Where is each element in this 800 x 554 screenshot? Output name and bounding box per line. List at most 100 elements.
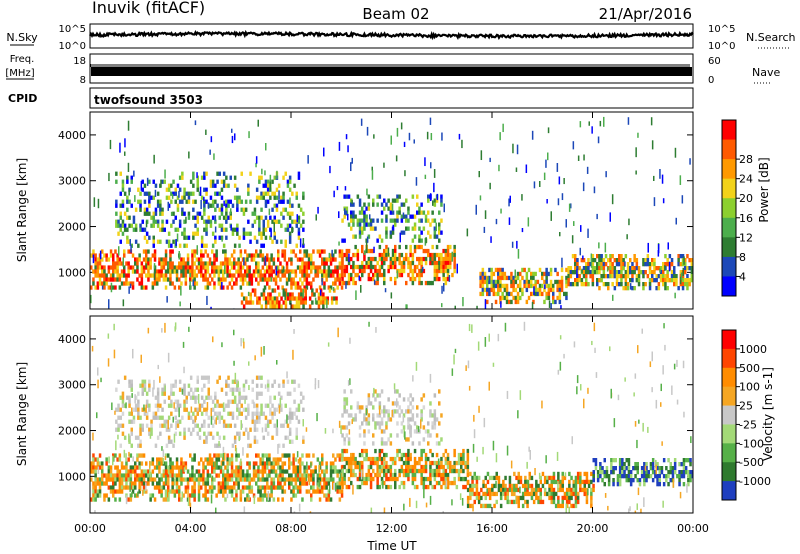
echo-cell — [156, 399, 160, 404]
ytick-label: 1000 — [58, 266, 86, 279]
echo-cell — [600, 278, 603, 283]
echo-cell — [277, 465, 280, 470]
echo-cell — [384, 288, 387, 293]
echo-cell — [114, 481, 117, 486]
echo-cell — [629, 470, 633, 475]
echo-cell — [207, 202, 210, 209]
echo-cell — [440, 202, 443, 207]
echo-cell — [352, 222, 355, 227]
echo-cell — [510, 291, 513, 297]
echo-cell — [568, 483, 571, 489]
echo-cell — [530, 495, 534, 501]
echo-cell — [134, 481, 137, 486]
echo-cell — [411, 468, 415, 474]
echo-cell — [203, 227, 206, 232]
echo-cell — [407, 260, 410, 266]
echo-cell — [492, 283, 496, 289]
echo-cell — [640, 270, 643, 275]
echo-cell — [424, 468, 428, 474]
echo-cell — [105, 493, 108, 498]
echo-cell — [296, 469, 300, 474]
echo-cell — [400, 468, 404, 474]
echo-cell — [413, 468, 417, 474]
echo-cell — [543, 287, 546, 293]
echo-cell — [94, 257, 97, 262]
echo-cell — [367, 206, 371, 211]
echo-cell — [603, 474, 606, 479]
echo-cell — [327, 257, 331, 262]
echo-cell — [209, 179, 213, 184]
echo-cell — [204, 249, 207, 254]
echo-cell — [429, 472, 432, 478]
echo-cell — [163, 399, 166, 404]
echo-cell — [225, 203, 228, 208]
echo-cell — [689, 158, 691, 165]
echo-cell — [137, 435, 140, 440]
echo-cell — [316, 249, 320, 254]
echo-cell — [153, 257, 157, 262]
echo-cell — [615, 282, 619, 287]
echo-cell — [182, 469, 185, 474]
echo-cell — [203, 419, 206, 424]
echo-cell — [107, 265, 111, 270]
echo-cell — [524, 483, 527, 489]
echo-cell — [405, 214, 408, 219]
echo-cell — [644, 258, 647, 263]
echo-cell — [200, 215, 204, 220]
echo-cell — [215, 257, 218, 262]
echo-cell — [329, 257, 333, 262]
echo-cell — [391, 472, 395, 478]
echo-cell — [292, 277, 295, 282]
echo-cell — [334, 249, 337, 254]
echo-cell — [656, 478, 659, 483]
echo-cell — [275, 296, 279, 301]
echo-cell — [435, 234, 439, 239]
echo-cell — [481, 291, 485, 297]
echo-cell — [173, 473, 177, 478]
echo-cell — [189, 269, 192, 274]
echo-cell — [189, 265, 192, 270]
echo-cell — [255, 453, 258, 458]
echo-cell — [446, 484, 450, 490]
echo-cell — [292, 453, 295, 458]
echo-cell — [200, 457, 203, 462]
echo-cell — [580, 278, 584, 283]
echo-cell — [547, 271, 551, 277]
echo-cell — [101, 257, 104, 262]
echo-cell — [279, 485, 282, 490]
echo-cell — [294, 273, 298, 278]
echo-cell — [552, 295, 555, 301]
echo-cell — [371, 166, 373, 171]
echo-cell — [345, 401, 349, 406]
echo-cell — [272, 457, 276, 462]
echo-cell — [444, 472, 448, 478]
echo-cell — [101, 481, 104, 486]
echo-cell — [233, 435, 237, 440]
echo-cell — [123, 227, 127, 232]
echo-cell — [105, 257, 108, 262]
echo-cell — [648, 266, 652, 271]
echo-cell — [269, 235, 272, 240]
echo-cell — [497, 283, 500, 289]
echo-cell — [336, 186, 339, 191]
echo-cell — [469, 491, 472, 497]
nave-label: Nave — [752, 66, 780, 79]
echo-cell — [140, 285, 144, 290]
echo-cell — [690, 258, 693, 263]
echo-cell — [565, 275, 568, 281]
echo-cell — [233, 227, 237, 232]
echo-cell — [244, 427, 248, 432]
echo-cell — [409, 214, 412, 219]
echo-cell — [246, 477, 249, 482]
echo-cell — [519, 287, 522, 293]
echo-cell — [219, 469, 223, 474]
echo-cell — [119, 407, 122, 412]
echo-cell — [288, 179, 292, 184]
echo-cell — [351, 157, 353, 164]
echo-cell — [233, 395, 237, 400]
echo-cell — [369, 472, 373, 478]
echo-cell — [662, 262, 665, 267]
echo-cell — [152, 179, 155, 184]
echo-cell — [563, 178, 565, 185]
echo-cell — [123, 403, 127, 408]
